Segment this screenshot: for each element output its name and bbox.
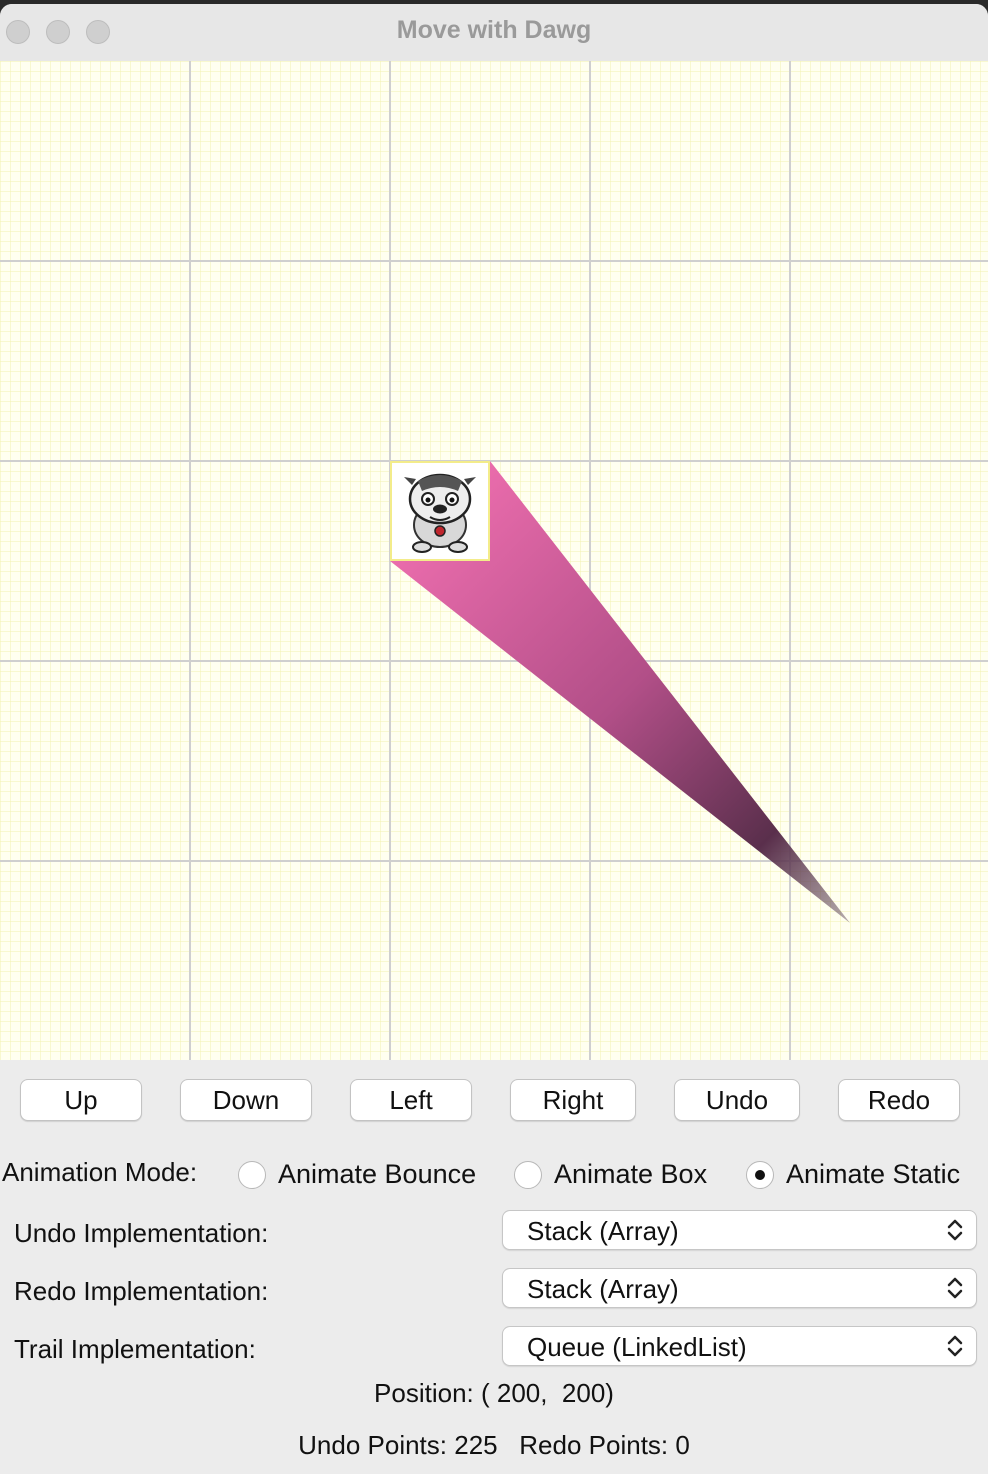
undo-implementation-value: Stack (Array): [527, 1216, 679, 1246]
animate-bounce-radio[interactable]: [238, 1161, 266, 1189]
down-button[interactable]: Down: [180, 1079, 312, 1121]
left-button[interactable]: Left: [350, 1079, 472, 1121]
trail-implementation-value: Queue (LinkedList): [527, 1332, 747, 1362]
redo-implementation-label: Redo Implementation:: [14, 1276, 269, 1306]
title-bar: Move with Dawg: [0, 4, 988, 62]
right-button[interactable]: Right: [510, 1079, 636, 1121]
trail-implementation-select[interactable]: Queue (LinkedList): [502, 1326, 977, 1366]
app-window: Move with Dawg: [0, 4, 988, 1474]
undo-implementation-label: Undo Implementation:: [14, 1218, 269, 1248]
undo-button[interactable]: Undo: [674, 1079, 800, 1121]
animate-bounce-label: Animate Bounce: [278, 1159, 477, 1189]
trail-implementation-label: Trail Implementation:: [14, 1334, 256, 1364]
chevron-updown-icon: [947, 1277, 963, 1299]
control-buttons: Up Down Left Right Undo Redo: [0, 1079, 988, 1123]
animate-static-label: Animate Static: [786, 1159, 961, 1189]
up-button[interactable]: Up: [20, 1079, 142, 1121]
minimize-window-button[interactable]: [46, 20, 70, 44]
redo-implementation-select[interactable]: Stack (Array): [502, 1268, 977, 1308]
redo-button[interactable]: Redo: [838, 1079, 960, 1121]
chevron-updown-icon: [947, 1219, 963, 1241]
close-window-button[interactable]: [6, 20, 30, 44]
animate-box-radio[interactable]: [514, 1161, 542, 1189]
dawg-trail: [390, 461, 850, 923]
animation-mode-label: Animation Mode:: [2, 1157, 198, 1187]
animate-box-label: Animate Box: [554, 1159, 708, 1189]
grid-and-trail: [0, 61, 988, 1060]
position-readout: Position: ( 200, 200): [374, 1378, 614, 1408]
dawg-sprite: [390, 461, 490, 561]
zoom-window-button[interactable]: [86, 20, 110, 44]
bulldog-icon: [404, 473, 476, 553]
drawing-canvas[interactable]: [0, 61, 988, 1060]
chevron-updown-icon: [947, 1335, 963, 1357]
points-readout: Undo Points: 225 Redo Points: 0: [298, 1430, 690, 1460]
animate-static-radio[interactable]: [746, 1161, 774, 1189]
undo-implementation-select[interactable]: Stack (Array): [502, 1210, 977, 1250]
window-title: Move with Dawg: [396, 16, 592, 44]
redo-implementation-value: Stack (Array): [527, 1274, 679, 1304]
